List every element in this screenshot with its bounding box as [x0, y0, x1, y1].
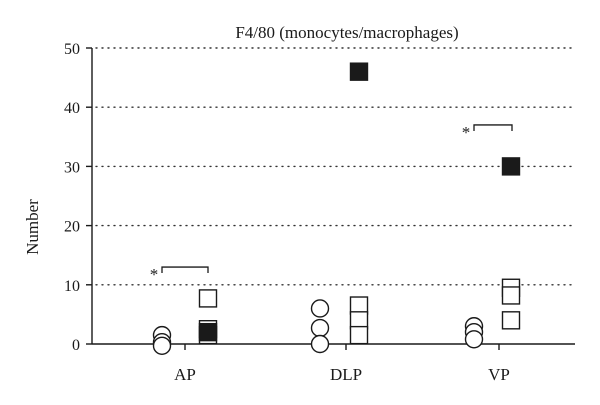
- y-axis-label: Number: [23, 199, 42, 255]
- significance-star-VP: *: [462, 123, 471, 142]
- y-tick-label-20: 20: [64, 219, 80, 236]
- axes: [86, 47, 575, 350]
- open-circle-point-DLP-3: [310, 299, 330, 318]
- open-square-point-VP-7: [501, 286, 521, 305]
- significance-brackets: **: [150, 123, 513, 284]
- open-circle-point-DLP-5: [310, 334, 330, 354]
- filled-square-point-AP-0: [198, 322, 218, 342]
- y-tick-label-30: 30: [64, 159, 80, 176]
- filled-square-point-DLP-1: [349, 62, 369, 81]
- significance-bracket-AP: [161, 266, 209, 274]
- tick-labels: 0 10 20 30 40 50: [64, 41, 80, 354]
- significance-bracket-VP: [473, 124, 513, 131]
- y-tick-label-0: 0: [72, 337, 80, 354]
- significance-star-AP: *: [150, 265, 159, 284]
- open-circle-point-AP-2: [152, 336, 172, 355]
- category-label-DLP: DLP: [330, 365, 362, 384]
- open-circle-point-DLP-4: [310, 318, 330, 338]
- y-tick-label-10: 10: [64, 278, 80, 295]
- chart-title: F4/80 (monocytes/macrophages): [235, 23, 458, 42]
- data-points: [152, 62, 521, 355]
- category-label-VP: VP: [488, 365, 510, 384]
- y-tick-label-50: 50: [64, 41, 80, 58]
- category-label-AP: AP: [174, 365, 196, 384]
- filled-square-point-VP-2: [501, 157, 521, 176]
- open-square-point-DLP-5: [349, 325, 369, 345]
- y-tick-label-40: 40: [64, 100, 80, 117]
- open-square-point-AP-0: [198, 289, 218, 308]
- open-square-point-VP-8: [501, 311, 521, 330]
- gridlines: [95, 47, 576, 286]
- open-circle-point-VP-8: [464, 330, 484, 349]
- category-labels: AP DLP VP: [174, 365, 510, 384]
